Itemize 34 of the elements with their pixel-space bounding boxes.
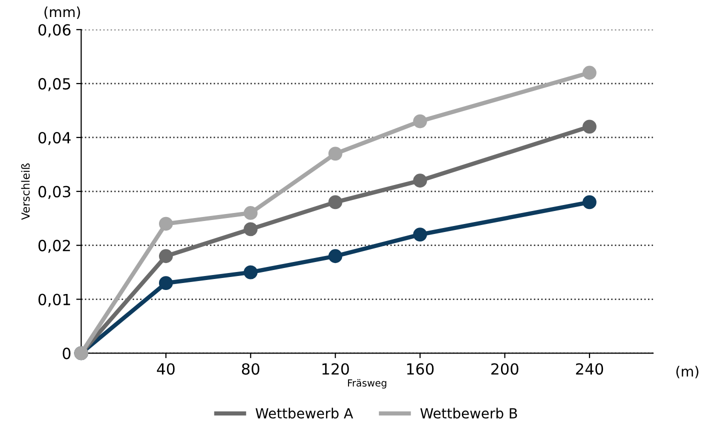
legend-label: Wettbewerb A (256, 408, 354, 419)
y-tick-label: 0,05 (38, 78, 70, 92)
text: (mm) (44, 6, 80, 19)
y-axis-title: Verschleiß (21, 163, 30, 220)
text: (m) (676, 366, 698, 378)
point (582, 195, 596, 210)
point (328, 195, 342, 210)
point (158, 276, 173, 290)
point (244, 265, 258, 280)
legend-label: Wettbewerb B (420, 408, 517, 419)
y-tick-label: 0,04 (38, 132, 71, 146)
point (328, 146, 342, 161)
point (413, 228, 428, 242)
x-tick-label: 240 (576, 363, 604, 375)
point (413, 114, 428, 128)
y-tick-label: 0,03 (38, 186, 70, 199)
y-tick-label: 0,01 (38, 294, 70, 307)
y-tick-label: 0 (62, 348, 70, 360)
x-tick-label: 40 (156, 363, 175, 375)
x-tick-label: 160 (407, 363, 434, 375)
y-tick-label: 0,06 (38, 24, 71, 38)
point (158, 249, 173, 264)
x-tick-label: 120 (322, 363, 349, 375)
y-tick-label: 0,02 (38, 240, 70, 253)
point (158, 216, 173, 231)
x-tick-label: 80 (242, 363, 260, 375)
point (244, 206, 258, 220)
point (413, 174, 428, 188)
point (582, 120, 596, 134)
x-axis-title: Fräsweg (348, 379, 386, 389)
point (328, 249, 342, 264)
point (244, 222, 258, 236)
x-tick-label: 200 (491, 363, 518, 375)
point (582, 66, 596, 80)
